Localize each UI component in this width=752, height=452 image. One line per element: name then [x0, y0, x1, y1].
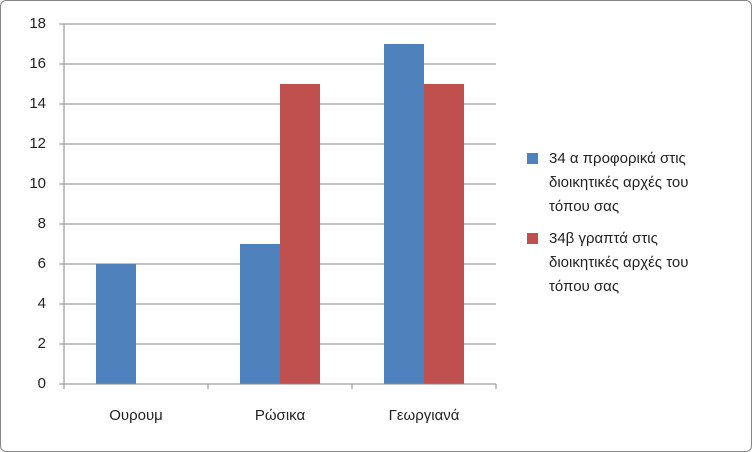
legend-label: 34 α προφορικά στις διοικητικές αρχές το… — [549, 150, 689, 215]
y-tick-label: 2 — [38, 335, 46, 352]
y-tick-label: 12 — [29, 135, 46, 152]
y-tick-label: 18 — [29, 15, 46, 32]
x-tick-label: Γεωργιανά — [389, 407, 460, 424]
x-tick-label: Ρώσικα — [255, 407, 306, 424]
legend-item: 34β γραπτά στις διοικητικές αρχές του τό… — [527, 227, 727, 299]
legend-swatch — [527, 153, 538, 164]
x-tick-label: Ουρουμ — [109, 407, 163, 424]
bar — [424, 84, 464, 384]
legend-swatch — [527, 233, 538, 244]
legend: 34 α προφορικά στις διοικητικές αρχές το… — [527, 147, 727, 307]
bar — [384, 44, 424, 384]
bar — [280, 84, 320, 384]
bar — [240, 244, 280, 384]
y-tick-label: 8 — [38, 215, 46, 232]
y-tick-label: 14 — [29, 95, 46, 112]
y-tick-label: 4 — [38, 295, 46, 312]
legend-item: 34 α προφορικά στις διοικητικές αρχές το… — [527, 147, 727, 219]
y-tick-label: 6 — [38, 255, 46, 272]
y-tick-label: 16 — [29, 55, 46, 72]
y-tick-label: 10 — [29, 175, 46, 192]
legend-label: 34β γραπτά στις διοικητικές αρχές του τό… — [549, 230, 689, 295]
bar — [96, 264, 136, 384]
y-tick-label: 0 — [38, 375, 46, 392]
